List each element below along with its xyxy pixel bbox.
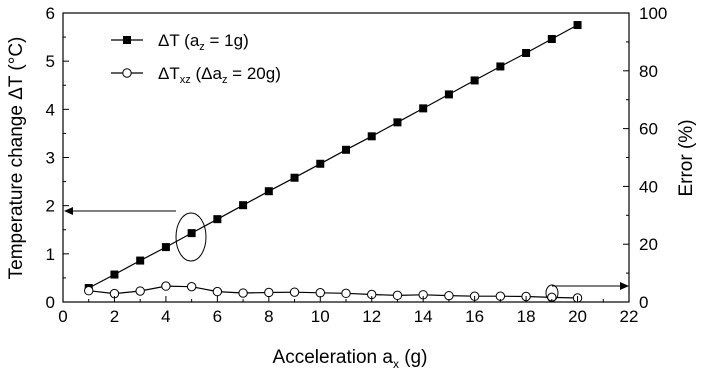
right-axis-annotation-ellipse xyxy=(545,284,559,302)
y-right-tick-label: 20 xyxy=(639,235,658,254)
x-tick-label: 14 xyxy=(414,307,433,326)
x-tick-label: 4 xyxy=(161,307,170,326)
series-1-point xyxy=(393,118,402,127)
y-right-tick-label: 60 xyxy=(639,120,658,139)
series-2-point xyxy=(135,286,145,296)
series-1-point xyxy=(187,229,196,238)
x-tick-label: 2 xyxy=(110,307,119,326)
series-1-point xyxy=(316,159,325,168)
y-left-tick-label: 4 xyxy=(46,100,55,119)
series-2-point xyxy=(212,286,223,297)
series-1-point xyxy=(573,21,582,30)
series-2-point xyxy=(392,290,403,301)
series-1-point xyxy=(161,243,170,252)
series-1-point xyxy=(342,145,350,154)
x-tick-label: 10 xyxy=(311,307,330,326)
y-right-tick-label: 0 xyxy=(639,293,648,312)
plot-frame xyxy=(62,12,630,303)
x-tick-label: 12 xyxy=(362,307,381,326)
series-1-point xyxy=(239,201,248,210)
y-left-tick-label: 5 xyxy=(46,52,55,71)
y-axis-title-left: Temperature change ΔT (°C) xyxy=(6,37,27,280)
legend-label-series-2: ΔTxz (Δaz = 20g) xyxy=(158,64,281,86)
y-left-tick-label: 1 xyxy=(46,245,55,264)
x-tick-label: 20 xyxy=(568,307,587,326)
y-left-tick-label: 3 xyxy=(46,149,55,168)
x-tick-label: 6 xyxy=(213,307,222,326)
y-left-tick-label: 2 xyxy=(46,197,55,216)
legend: ΔT (az = 1g) ΔTxz (Δaz = 20g) xyxy=(111,31,281,86)
y-right-tick-label: 100 xyxy=(639,4,667,23)
x-axis-title: Acceleration ax (g) xyxy=(273,347,428,371)
series-markers xyxy=(84,21,583,303)
series-1-point xyxy=(290,173,299,182)
x-tick-label: 8 xyxy=(264,307,273,326)
y-left-tick-label: 0 xyxy=(46,293,55,312)
series-2-point xyxy=(186,281,197,292)
x-tick-label: 0 xyxy=(58,307,67,326)
series-1-point xyxy=(110,270,119,279)
series-1-point xyxy=(522,48,531,57)
series-2-point xyxy=(161,281,171,291)
legend-marker-filled-square xyxy=(123,36,131,44)
left-axis-annotation-ellipse xyxy=(175,212,207,262)
series-2-point xyxy=(264,287,274,298)
series-1-point xyxy=(264,187,273,196)
y-right-tick-label: 40 xyxy=(639,177,658,196)
series-1-point xyxy=(419,104,428,113)
series-2-point xyxy=(289,287,300,297)
series-2-point xyxy=(341,288,351,299)
series-1-point xyxy=(213,215,222,224)
series-1-point xyxy=(367,132,376,141)
x-tick-label: 22 xyxy=(620,307,639,326)
annotations xyxy=(64,207,629,302)
series-2-point xyxy=(315,288,325,298)
left-arrow-head xyxy=(64,207,73,215)
series-2-point xyxy=(84,286,94,296)
series-1-line xyxy=(88,24,578,289)
y-right-tick-label: 80 xyxy=(639,62,658,81)
x-tick-label: 18 xyxy=(517,307,536,326)
y-left-tick-label: 6 xyxy=(46,4,55,23)
series-1-point xyxy=(496,62,505,71)
legend-label-series-1: ΔT (az = 1g) xyxy=(158,31,249,53)
series-1-point xyxy=(136,256,145,265)
legend-marker-open-circle xyxy=(122,68,132,78)
series-1-point xyxy=(470,76,479,85)
series-1-point xyxy=(444,90,453,99)
series-2-point xyxy=(238,288,248,298)
y-axis-title-right: Error (%) xyxy=(676,119,697,196)
series-2-point xyxy=(444,290,454,301)
series-1-point xyxy=(547,35,556,44)
right-arrow-head xyxy=(620,282,629,290)
x-tick-label: 16 xyxy=(465,307,484,326)
